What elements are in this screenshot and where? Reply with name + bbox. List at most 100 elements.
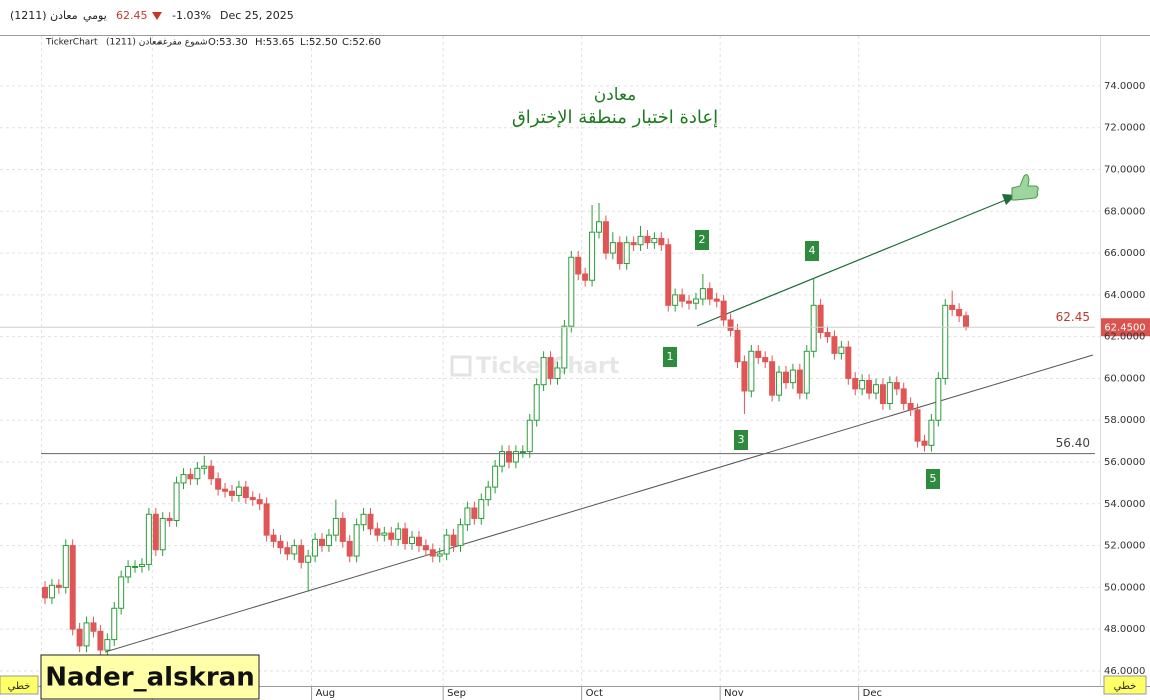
candle-body	[360, 513, 367, 526]
candle-body	[803, 350, 810, 394]
candle-body	[824, 331, 831, 338]
marker-label: 4	[809, 244, 816, 257]
candle-body	[222, 488, 229, 492]
candle-body	[83, 622, 90, 647]
candle-body	[415, 536, 422, 547]
x-tick-label: Sep	[447, 688, 466, 699]
candle-body	[949, 304, 956, 310]
candle-body	[499, 451, 506, 467]
candle-body	[325, 534, 332, 547]
candle-body	[776, 371, 783, 396]
marker-label: 3	[738, 433, 745, 446]
candle-body	[900, 388, 907, 405]
scale-label: خطي	[1114, 681, 1137, 692]
candle-body	[339, 517, 346, 542]
candle-body	[464, 507, 471, 526]
candle-body	[582, 273, 589, 281]
candle-body	[859, 380, 866, 390]
candle-body	[208, 465, 215, 480]
legend-high: H:53.65	[255, 37, 295, 48]
candle-body	[367, 513, 374, 530]
candle-body	[782, 371, 789, 384]
candle-body	[602, 221, 609, 254]
candle-body	[332, 517, 339, 536]
candle-body	[395, 528, 402, 540]
header-price: 62.45	[116, 9, 148, 22]
candle-body	[720, 300, 727, 321]
candle-body	[921, 440, 928, 446]
header-change: -1.03%	[172, 9, 211, 22]
candle-body	[388, 532, 395, 540]
watermark-logo	[450, 355, 472, 377]
candle-body	[852, 377, 859, 390]
support-trendline	[104, 354, 1094, 653]
candle-body	[505, 451, 512, 463]
candle-body	[62, 545, 69, 588]
candle-body	[540, 357, 547, 386]
y-tick-label: 54.0000	[1104, 499, 1145, 510]
candle-body	[159, 517, 166, 551]
marker-label: 1	[667, 350, 674, 363]
candle-body	[893, 382, 900, 390]
y-tick-label: 70.0000	[1104, 165, 1145, 176]
y-tick-label: 66.0000	[1104, 248, 1145, 259]
candle-body	[956, 308, 963, 317]
candle-body	[942, 304, 949, 379]
candle-body	[734, 329, 741, 363]
candle-body	[554, 367, 561, 379]
candle-body	[166, 517, 173, 522]
candle-body	[699, 288, 706, 300]
candle-body	[76, 628, 83, 647]
marker-box	[926, 469, 940, 489]
candle-body	[48, 584, 55, 599]
candle-body	[242, 486, 249, 499]
legend-style: شموع مفرغة	[158, 38, 208, 48]
x-tick-label: Oct	[586, 688, 603, 699]
price-tag-label: 62.4500	[1104, 322, 1145, 333]
candle-body	[886, 382, 893, 405]
candle-body	[755, 350, 762, 359]
candle-body	[914, 409, 921, 442]
y-tick-label: 74.0000	[1104, 81, 1145, 92]
candle-body	[180, 474, 187, 484]
candle-body	[457, 524, 464, 547]
candle-body	[374, 528, 381, 536]
candle-body	[644, 235, 651, 244]
level-label: 62.45	[1056, 310, 1090, 324]
candle-body	[727, 319, 734, 331]
candle-body	[817, 304, 824, 333]
candle-body	[145, 513, 152, 565]
candle-body	[879, 384, 886, 405]
candle-body	[686, 300, 693, 304]
legend-close: C:52.60	[342, 37, 381, 48]
candle-body	[575, 256, 582, 275]
candle-body	[810, 304, 817, 352]
y-tick-label: 64.0000	[1104, 290, 1145, 301]
y-tick-label: 60.0000	[1104, 373, 1145, 384]
thumbs-up-icon	[1011, 174, 1039, 201]
chart-title: معادن	[594, 85, 637, 105]
candle-body	[492, 465, 499, 488]
candle-body	[547, 357, 554, 379]
candle-body	[616, 242, 623, 265]
y-tick-label: 48.0000	[1104, 624, 1145, 635]
legend-source: TickerChart	[45, 38, 98, 48]
y-tick-label: 46.0000	[1104, 666, 1145, 677]
x-tick-label: Dec	[863, 688, 882, 699]
candle-body	[762, 357, 769, 363]
candle-body	[42, 586, 48, 599]
candle-body	[789, 369, 796, 384]
candle-body	[353, 524, 360, 557]
candle-body	[138, 563, 145, 567]
candle-body	[450, 534, 457, 547]
candle-body	[436, 553, 443, 557]
marker-box	[663, 347, 677, 367]
candle-body	[609, 242, 616, 254]
candle-body	[512, 451, 519, 463]
candle-body	[381, 532, 388, 536]
candle-body	[907, 403, 914, 411]
candle-body	[443, 534, 450, 555]
candle-body	[838, 346, 845, 354]
candle-body	[692, 298, 699, 304]
